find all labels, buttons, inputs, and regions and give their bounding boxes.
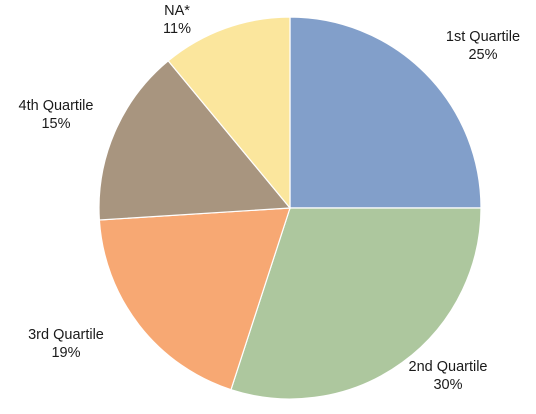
pie-slice-2nd-quartile [230, 207, 482, 400]
slice-category-label: 4th Quartile [19, 98, 94, 114]
slice-value-label: 11% [163, 21, 191, 37]
pie-slice-na [167, 16, 291, 210]
slice-category-label: 2nd Quartile [409, 359, 488, 375]
slice-value-label: 19% [51, 345, 80, 361]
slice-value-label: 30% [433, 377, 462, 393]
slice-category-label: NA* [164, 3, 190, 19]
slice-label: 1st Quartile 25% [446, 29, 520, 63]
pie-slice-4th-quartile [98, 59, 292, 221]
slice-value-label: 25% [468, 47, 497, 63]
slice-label: 2nd Quartile 30% [409, 359, 488, 393]
slice-label: 4th Quartile 15% [19, 98, 94, 132]
slice-label: 3rd Quartile 19% [28, 327, 104, 361]
slice-value-label: 15% [41, 116, 70, 132]
pie-slices [98, 16, 482, 400]
slice-category-label: 1st Quartile [446, 29, 520, 45]
slice-category-label: 3rd Quartile [28, 327, 104, 343]
pie-slice-1st-quartile [289, 16, 482, 209]
slice-label: NA* 11% [163, 3, 191, 37]
pie-slice-3rd-quartile [98, 207, 291, 391]
pie-labels: 1st Quartile 25% 2nd Quartile 30% 3rd Quarti… [19, 3, 521, 393]
